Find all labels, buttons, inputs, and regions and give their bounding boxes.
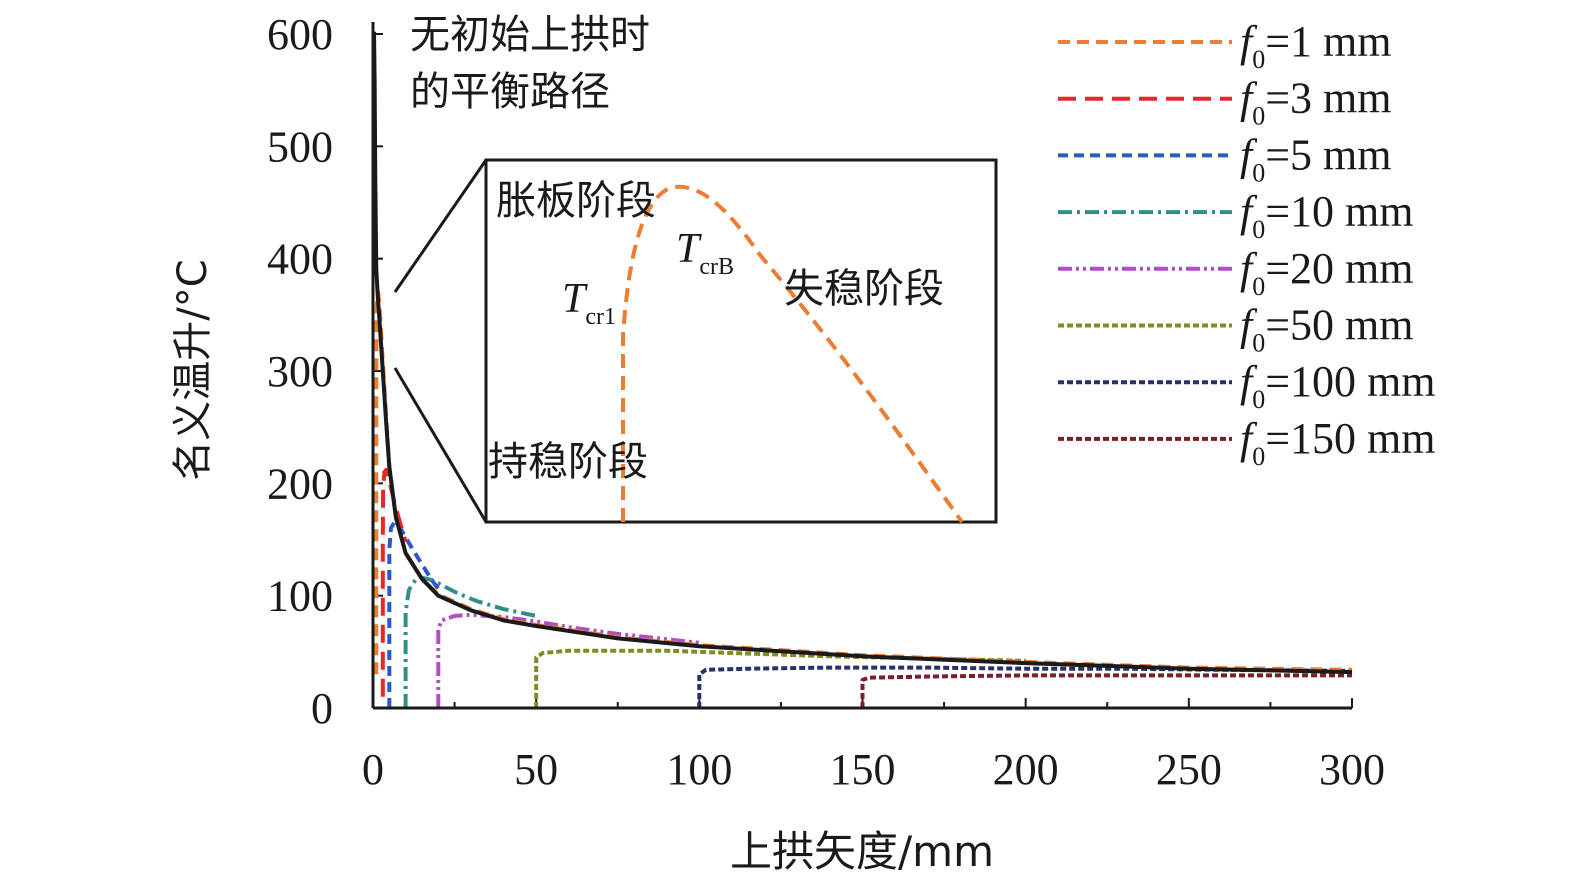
legend-value: =50 mm	[1265, 301, 1413, 350]
inset-stage-bulge-label: 胀板阶段	[496, 178, 656, 224]
legend-value: =10 mm	[1265, 187, 1413, 236]
legend-label-f0-20mm: f0=20 mm	[1240, 244, 1414, 301]
y-tick-label-500: 500	[267, 122, 333, 171]
legend-label-f0-5mm: f0=5 mm	[1240, 130, 1392, 187]
inset-stage-unstable-label: 失稳阶段	[784, 266, 944, 312]
x-tick-label-100: 100	[666, 745, 732, 794]
x-tick-label-300: 300	[1319, 745, 1385, 794]
inset-tcr1-sub: cr1	[585, 304, 616, 330]
x-tick-label-0: 0	[362, 745, 384, 794]
equilibrium-label-line-2: 的平衡路径	[410, 69, 610, 115]
x-axis-title: 上拱矢度/mm	[730, 827, 994, 876]
legend-subscript: 0	[1252, 272, 1265, 301]
legend-value: =5 mm	[1265, 130, 1391, 179]
x-tick-label-50: 50	[514, 745, 558, 794]
series-line-f0-50mm	[534, 648, 1026, 708]
plot-curves	[372, 31, 1353, 708]
series-line-f0-5mm	[387, 520, 440, 708]
legend-subscript: 0	[1252, 442, 1265, 471]
series-line-f0-150mm	[860, 673, 1352, 708]
legend-subscript: 0	[1252, 215, 1265, 244]
inset-stage-stable-label: 持稳阶段	[488, 439, 648, 485]
legend-subscript: 0	[1252, 45, 1265, 74]
legend-label-f0-150mm: f0=150 mm	[1240, 414, 1436, 471]
legend-subscript: 0	[1252, 158, 1265, 187]
inset-tcr1-main: T	[562, 276, 588, 322]
legend-label-f0-3mm: f0=3 mm	[1240, 74, 1392, 131]
inset-tcrb-label: TcrB	[676, 226, 734, 280]
y-tick-label-100: 100	[267, 572, 333, 621]
legend-subscript: 0	[1252, 102, 1265, 131]
legend-value: =1 mm	[1265, 17, 1391, 66]
x-tick-label-150: 150	[830, 745, 896, 794]
series-line-f0-10mm	[403, 575, 537, 708]
legend-value: =3 mm	[1265, 74, 1391, 123]
inset-tcr1-label: Tcr1	[562, 276, 616, 330]
axis-ticks: 0 50 100 150 200 250 300 0 100 200 300 400 500 600	[267, 10, 1385, 794]
legend-value: =20 mm	[1265, 244, 1413, 293]
legend-label-f0-100mm: f0=100 mm	[1240, 357, 1436, 414]
legend-value: =100 mm	[1265, 357, 1435, 406]
inset-zoom: 胀板阶段 失稳阶段 持稳阶段 Tcr1 TcrB	[484, 158, 998, 524]
inset-frame	[484, 158, 998, 524]
legend-value: =150 mm	[1265, 414, 1435, 463]
y-tick-label-200: 200	[267, 459, 333, 508]
legend-label-f0-1mm: f0=1 mm	[1240, 17, 1392, 74]
y-tick-label-600: 600	[267, 10, 333, 59]
legend-label-f0-10mm: f0=10 mm	[1240, 187, 1414, 244]
x-tick-label-200: 200	[993, 745, 1059, 794]
zoom-connector-bottom	[393, 367, 488, 523]
equilibrium-path-line	[372, 31, 1353, 675]
inset-tcrb-sub: crB	[699, 254, 734, 280]
zoom-connector-top	[393, 159, 488, 293]
legend-subscript: 0	[1252, 385, 1265, 414]
legend-subscript: 0	[1252, 329, 1265, 358]
inset-curve-f0-1mm	[621, 184, 964, 524]
legend-label-f0-50mm: f0=50 mm	[1240, 301, 1414, 358]
series-line-f0-20mm	[436, 612, 700, 708]
x-tick-label-250: 250	[1156, 745, 1222, 794]
inset-tcrb-main: T	[676, 226, 702, 272]
series-line-f0-3mm	[380, 467, 408, 697]
y-axis-title: 名义温升/°C	[170, 259, 216, 480]
y-tick-label-300: 300	[267, 347, 333, 396]
y-tick-label-400: 400	[267, 235, 333, 284]
equilibrium-label-line-1: 无初始上拱时	[410, 12, 650, 58]
y-tick-label-0: 0	[311, 684, 333, 733]
